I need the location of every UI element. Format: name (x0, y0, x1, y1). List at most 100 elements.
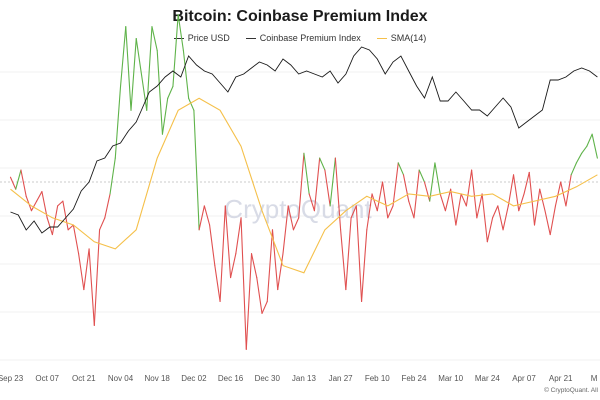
premium-segment (15, 169, 22, 190)
premium-segment (114, 85, 122, 159)
premium-segment (151, 26, 158, 52)
legend-swatch-sma (376, 37, 387, 39)
premium-segment (240, 217, 247, 350)
premium-segment (381, 181, 389, 219)
premium-segment (51, 205, 59, 236)
premium-segment (575, 152, 583, 164)
legend-item-sma[interactable]: SMA(14) (376, 33, 427, 43)
premium-segment (481, 193, 488, 243)
premium-segment (418, 169, 426, 183)
premium-segment (72, 224, 80, 255)
premium-segment (366, 193, 373, 231)
premium-segment (156, 49, 163, 135)
premium-segment (518, 193, 525, 212)
premium-segment (544, 210, 551, 236)
premium-segment (287, 205, 294, 231)
premium-segment (476, 193, 483, 219)
premium-segment (340, 229, 347, 291)
premium-segment (182, 49, 190, 99)
premium-segment (581, 145, 588, 154)
premium-segment (570, 162, 577, 176)
premium-segment (224, 205, 232, 279)
premium-segment (402, 174, 410, 202)
premium-segment (177, 14, 184, 52)
premium-segment (104, 193, 111, 219)
legend-item-premium[interactable]: Coinbase Premium Index (245, 33, 361, 43)
premium-segment (533, 188, 541, 226)
premium-segment (507, 174, 515, 207)
premium-segment (193, 109, 200, 231)
premium-segment (109, 157, 116, 195)
premium-segment (486, 217, 494, 243)
premium-segment (119, 26, 127, 87)
premium-segment (256, 277, 263, 315)
premium-segment (161, 97, 169, 135)
premium-segment (528, 171, 536, 226)
premium-segment (361, 229, 368, 303)
premium-segment (350, 205, 357, 219)
premium-segment (140, 73, 148, 111)
premium-segment (329, 157, 336, 207)
x-tick-label: Dec 02 (181, 374, 207, 383)
premium-segment (172, 14, 179, 87)
premium-segment (560, 181, 567, 207)
sma-line (10, 97, 598, 274)
credit-text: © CryptoQuant. All (544, 387, 598, 394)
premium-segment (209, 224, 216, 267)
premium-segment (36, 191, 43, 202)
premium-segment (167, 85, 174, 99)
premium-segment (67, 224, 74, 231)
premium-segment (408, 200, 415, 219)
premium-segment (57, 200, 64, 207)
premium-segment (313, 157, 321, 212)
premium-segment (83, 248, 90, 291)
premium-segment (523, 171, 530, 195)
premium-segment (130, 38, 137, 111)
premium-segment (492, 205, 499, 219)
premium-segment (266, 229, 274, 303)
grid (0, 71, 600, 361)
legend-item-price[interactable]: Price USD (173, 33, 230, 43)
premium-segment (9, 176, 17, 190)
premium-segment (30, 200, 38, 212)
premium-segment (277, 253, 284, 291)
legend-label-sma: SMA(14) (390, 33, 427, 43)
x-tick-label: Oct 07 (35, 374, 59, 383)
premium-segment (41, 191, 48, 219)
x-tick-label: Apr 07 (512, 374, 536, 383)
premium-segment (345, 217, 352, 291)
premium-segment (539, 188, 546, 212)
premium-segment (203, 205, 211, 226)
premium-segment (554, 181, 562, 207)
premium-series (9, 14, 598, 350)
x-tick-label: Sep 23 (0, 374, 24, 383)
premium-segment (502, 205, 509, 231)
x-tick-label: Nov 04 (108, 374, 134, 383)
premium-segment (423, 181, 431, 202)
premium-segment (214, 265, 221, 303)
premium-segment (392, 162, 399, 207)
x-tick-label: Mar 24 (475, 374, 500, 383)
x-tick-label: Nov 18 (145, 374, 171, 383)
premium-segment (125, 26, 132, 111)
premium-segment (371, 193, 378, 212)
x-tick-label: Apr 21 (549, 374, 573, 383)
x-tick-label: M (591, 374, 598, 383)
premium-segment (387, 205, 394, 219)
premium-segment (450, 188, 457, 226)
premium-segment (429, 162, 436, 202)
premium-segment (376, 181, 384, 212)
premium-segment (78, 253, 85, 291)
premium-segment (413, 169, 420, 219)
x-tick-label: Dec 30 (255, 374, 281, 383)
premium-segment (146, 26, 153, 111)
chart-title: Bitcoin: Coinbase Premium Index (172, 8, 428, 25)
price-series (10, 46, 598, 234)
premium-segment (397, 162, 405, 176)
premium-segment (444, 188, 452, 212)
x-tick-label: Feb 10 (365, 374, 390, 383)
price-line (10, 46, 598, 234)
x-tick-label: Jan 13 (292, 374, 317, 383)
premium-segment (455, 193, 462, 226)
